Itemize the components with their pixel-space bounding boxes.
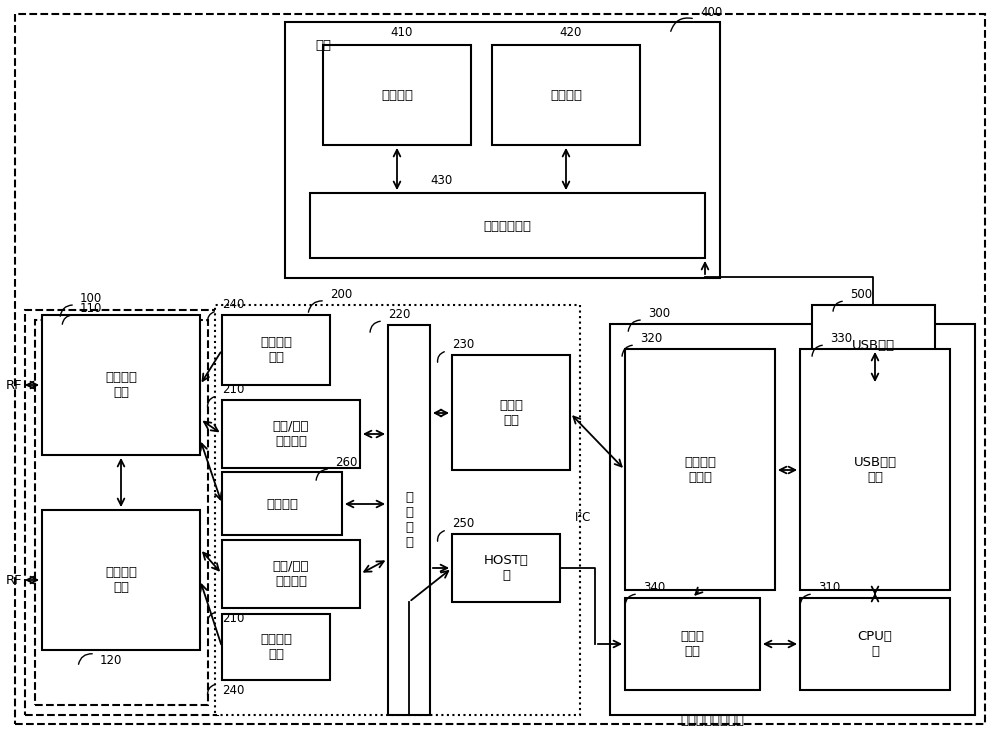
Text: 260: 260 <box>335 456 357 469</box>
Text: RF: RF <box>5 573 22 587</box>
Bar <box>35 320 208 705</box>
Text: 播放单元: 播放单元 <box>550 89 582 101</box>
Bar <box>222 540 360 608</box>
Bar <box>42 510 200 650</box>
Text: 430: 430 <box>430 174 452 187</box>
Text: 240: 240 <box>222 684 244 697</box>
Bar <box>800 349 950 590</box>
Text: 240: 240 <box>222 298 244 311</box>
Bar <box>285 22 720 278</box>
Text: 400: 400 <box>700 6 722 19</box>
Bar <box>222 472 342 535</box>
Bar <box>215 305 580 715</box>
Bar <box>388 325 430 715</box>
Text: 终端: 终端 <box>315 39 331 52</box>
Text: 第一调谐
模块: 第一调谐 模块 <box>105 371 137 399</box>
Bar <box>25 310 218 715</box>
Text: 310: 310 <box>818 581 840 594</box>
Text: 模拟/数字
转换单元: 模拟/数字 转换单元 <box>273 420 309 448</box>
Text: 340: 340 <box>643 581 665 594</box>
Text: 410: 410 <box>390 26 412 39</box>
Text: 总线控
制器: 总线控 制器 <box>680 630 704 658</box>
Bar <box>310 193 705 258</box>
Text: 自动增益
单元: 自动增益 单元 <box>260 336 292 364</box>
Text: 330: 330 <box>830 332 852 345</box>
Text: 320: 320 <box>640 332 662 345</box>
Bar <box>800 598 950 690</box>
Text: 210: 210 <box>222 383 244 396</box>
Bar <box>492 45 640 145</box>
Text: 250: 250 <box>452 517 474 530</box>
Text: 模拟/数字
转换单元: 模拟/数字 转换单元 <box>273 560 309 588</box>
Bar <box>812 305 935 385</box>
Text: 230: 230 <box>452 338 474 351</box>
Text: 传送流
单元: 传送流 单元 <box>499 399 523 427</box>
Text: CPU单
元: CPU单 元 <box>858 630 892 658</box>
Bar <box>625 349 775 590</box>
Text: HOST总
线: HOST总 线 <box>484 554 528 582</box>
Bar <box>452 534 560 602</box>
Text: 500: 500 <box>850 288 872 301</box>
Text: 底层驱动单元: 底层驱动单元 <box>483 219 531 233</box>
Bar <box>222 315 330 385</box>
Bar <box>610 324 975 715</box>
Bar <box>323 45 471 145</box>
Text: 220: 220 <box>388 308 410 321</box>
Text: 处
理
单
元: 处 理 单 元 <box>405 491 413 549</box>
Text: RF: RF <box>5 378 22 392</box>
Text: 码流录制播放系统: 码流录制播放系统 <box>680 714 744 727</box>
Bar <box>42 315 200 455</box>
Text: 200: 200 <box>330 288 352 301</box>
Text: 300: 300 <box>648 307 670 320</box>
Text: 第二调谐
模块: 第二调谐 模块 <box>105 566 137 594</box>
Text: 通用可编
程单元: 通用可编 程单元 <box>684 456 716 484</box>
Text: 210: 210 <box>222 612 244 625</box>
Text: 自动增益
单元: 自动增益 单元 <box>260 633 292 661</box>
Text: 100: 100 <box>80 292 102 305</box>
Bar <box>625 598 760 690</box>
Text: USB接口: USB接口 <box>851 338 895 352</box>
Text: 录制单元: 录制单元 <box>381 89 413 101</box>
Bar <box>222 614 330 680</box>
Text: I²C: I²C <box>575 511 591 524</box>
Text: 110: 110 <box>80 302 102 315</box>
Bar <box>222 400 360 468</box>
Text: 总线接口: 总线接口 <box>266 497 298 511</box>
Text: 420: 420 <box>559 26 581 39</box>
Text: USB转换
单元: USB转换 单元 <box>853 456 897 484</box>
Bar <box>452 355 570 470</box>
Text: 120: 120 <box>100 654 122 667</box>
